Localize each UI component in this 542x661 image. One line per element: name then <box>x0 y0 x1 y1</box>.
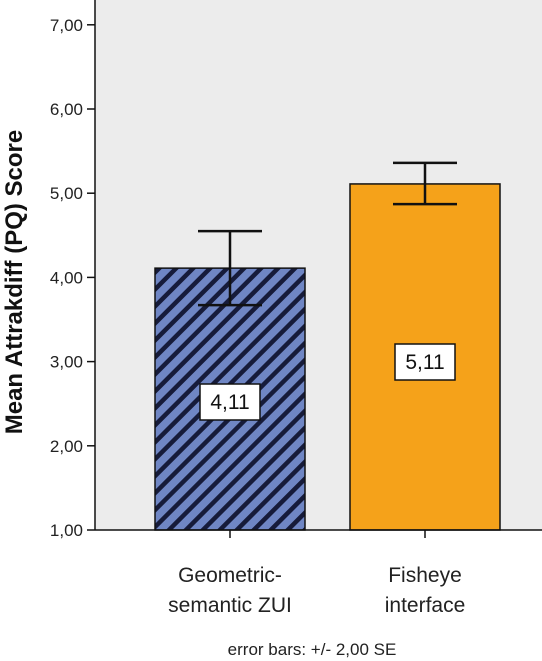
y-tick-label-3: 4,00 <box>50 268 83 287</box>
y-tick-label-2: 3,00 <box>50 353 83 372</box>
value-label-1: 5,11 <box>405 351 444 374</box>
value-label-box-0 <box>199 383 261 421</box>
y-tick-label-1: 2,00 <box>50 437 83 456</box>
value-label-box-1 <box>394 343 456 381</box>
error-bar-note: error bars: +/- 2,00 SE <box>228 640 397 659</box>
category-label-0-line-1: semantic ZUI <box>168 594 292 617</box>
error-bar-1 <box>393 161 457 206</box>
y-axis-label: Mean Attrakdiff (PQ) Score <box>1 130 28 435</box>
y-tick-label-5: 6,00 <box>50 100 83 119</box>
value-label-0: 4,11 <box>210 391 249 414</box>
y-tick-label-6: 7,00 <box>50 16 83 35</box>
y-tick-label-0: 1,00 <box>50 521 83 540</box>
category-label-1-line-1: interface <box>385 594 466 617</box>
category-label-0-line-0: Geometric- <box>178 564 282 587</box>
y-tick-label-4: 5,00 <box>50 184 83 203</box>
error-bar-0 <box>198 229 262 307</box>
category-label-1-line-0: Fisheye <box>388 564 462 587</box>
